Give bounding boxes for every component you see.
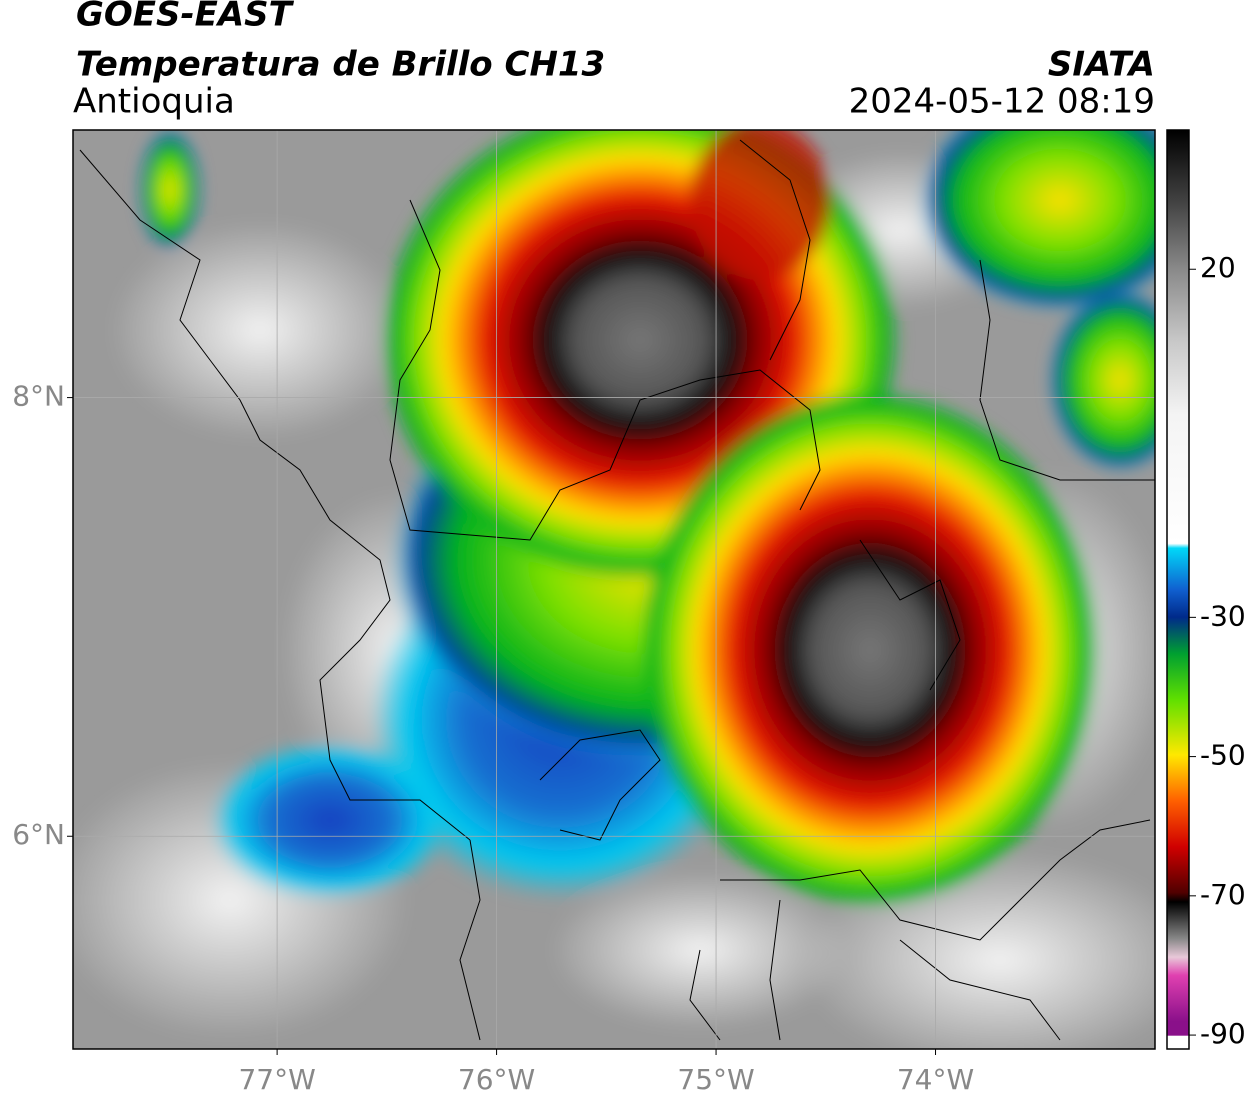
timestamp: 2024-05-12 08:19 (849, 82, 1155, 122)
source: SIATA (1048, 45, 1155, 85)
colorbar (1166, 129, 1190, 1050)
y-tick-label: 6°N (12, 818, 65, 851)
colorbar-tick-label: -30 (1200, 599, 1246, 632)
grid (73, 130, 1155, 1049)
title: GOES-EAST (76, 0, 295, 35)
y-tick-label: 8°N (12, 380, 65, 413)
colorbar-tick-label: 20 (1200, 251, 1236, 284)
x-tick-label: 76°W (458, 1063, 535, 1096)
map-frame (72, 129, 1156, 1050)
subtitle: Temperatura de Brillo CH13 (76, 45, 605, 85)
x-tick-label: 75°W (677, 1063, 754, 1096)
x-tick-label: 77°W (238, 1063, 315, 1096)
colorbar-tick-label: -70 (1200, 878, 1246, 911)
satellite-image (73, 130, 1155, 1049)
colorbar-tick-label: -50 (1200, 739, 1246, 772)
region: Antioquia (73, 82, 235, 122)
colorbar-tick-label: -90 (1200, 1017, 1246, 1050)
x-tick-label: 74°W (897, 1063, 974, 1096)
boundaries (79, 139, 1155, 1041)
